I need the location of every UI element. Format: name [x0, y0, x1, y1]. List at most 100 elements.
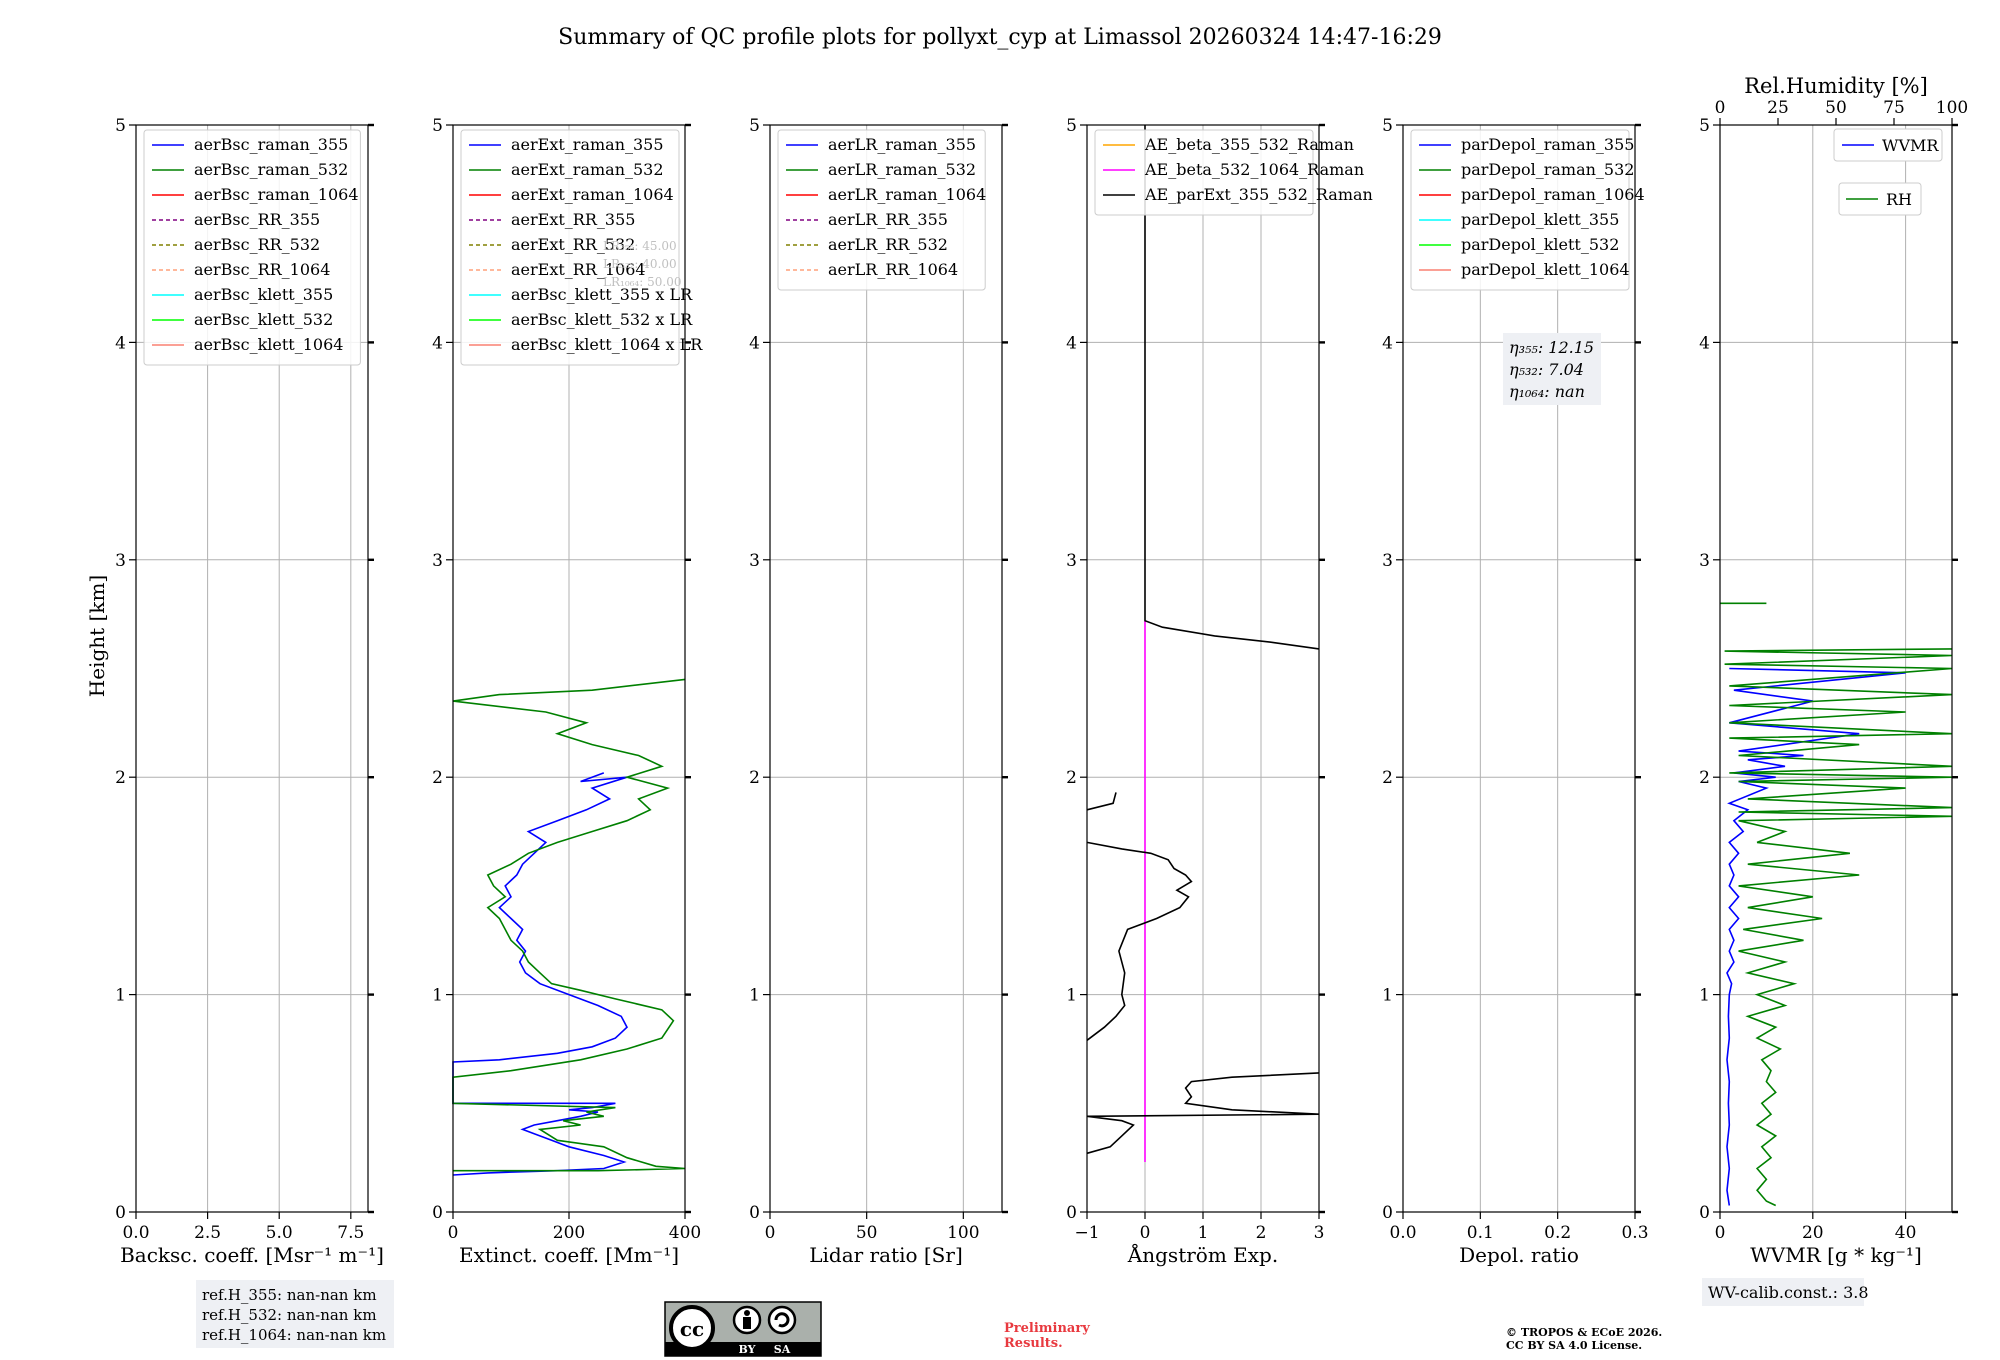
y-tick-label: 4 — [1066, 333, 1077, 353]
copyright-line-2: CC BY SA 4.0 License. — [1506, 1339, 1642, 1352]
x-tick-label: 1 — [1198, 1223, 1209, 1243]
legend-label: aerLR_RR_1064 — [828, 260, 958, 279]
axes-frame — [135, 124, 369, 1213]
lr-note: LR₃₅₅: 45.00 — [603, 239, 677, 253]
lr-note: LR₁₀₆₄: 50.00 — [603, 275, 681, 289]
y-tick-label: 3 — [1382, 551, 1393, 571]
axes-frame — [769, 124, 1003, 1213]
x-tick-label: 0.2 — [1544, 1223, 1571, 1243]
x-tick-label: 0 — [1140, 1223, 1151, 1243]
series-AE_parExt_355_532_Raman_mid — [1086, 792, 1117, 811]
x-axis-label: WVMR [g * kg⁻¹] — [1750, 1243, 1922, 1267]
x-tick-label: 40 — [1895, 1223, 1917, 1243]
legend-label: aerBsc_RR_1064 — [194, 260, 330, 279]
x-tick-label: 20 — [1802, 1223, 1824, 1243]
legend-label: parDepol_raman_532 — [1461, 160, 1634, 179]
top-axis-label: Rel.Humidity [%] — [1744, 74, 1928, 98]
top-x-tick-label: 100 — [1936, 98, 1968, 118]
legend-label-rh: RH — [1886, 190, 1912, 209]
y-tick-label: 5 — [1382, 116, 1393, 136]
refh-line-1064: ref.H_1064: nan-nan km — [202, 1326, 386, 1344]
x-tick-label: 400 — [669, 1223, 701, 1243]
top-x-tick-label: 50 — [1825, 98, 1847, 118]
legend-label: AE_beta_355_532_Raman — [1144, 135, 1354, 154]
x-axis-label: Ångström Exp. — [1127, 1242, 1278, 1267]
wv-calib-box — [1702, 1278, 1864, 1306]
y-tick-label: 3 — [115, 551, 126, 571]
x-tick-label: 0 — [1715, 1223, 1726, 1243]
x-tick-label: 0 — [765, 1223, 776, 1243]
x-tick-label: 100 — [947, 1223, 979, 1243]
legend-label: aerExt_raman_1064 — [511, 185, 674, 204]
preliminary-line-2: Results. — [1004, 1336, 1063, 1351]
legend-label: parDepol_klett_1064 — [1461, 260, 1630, 279]
y-tick-label: 3 — [1699, 551, 1710, 571]
y-tick-label: 1 — [1699, 986, 1710, 1006]
x-tick-label: 0.0 — [1389, 1223, 1416, 1243]
series-AE_parExt_355_532_Raman_low — [1086, 1072, 1320, 1155]
y-tick-label: 4 — [749, 333, 760, 353]
y-tick-label: 5 — [1699, 116, 1710, 136]
legend-label: aerBsc_raman_1064 — [194, 185, 359, 204]
x-tick-label: 0.1 — [1467, 1223, 1494, 1243]
series-RH — [1724, 648, 1953, 1207]
sa-share-icon — [767, 1305, 797, 1335]
legend-label: aerLR_RR_355 — [828, 210, 948, 229]
y-tick-label: 3 — [432, 551, 443, 571]
series-aerExt_raman_355 — [452, 772, 628, 1176]
series-aerExt_raman_532 — [452, 678, 686, 1172]
x-tick-label: 7.5 — [337, 1223, 364, 1243]
y-tick-label: 1 — [1382, 986, 1393, 1006]
copyright-line-1: © TROPOS & ECoE 2026. — [1506, 1326, 1662, 1339]
cc-by-label: BY — [739, 1343, 756, 1356]
y-tick-label: 1 — [1066, 986, 1077, 1006]
y-tick-label: 1 — [115, 986, 126, 1006]
legend-label: aerBsc_raman_355 — [194, 135, 348, 154]
eta-box — [1503, 333, 1601, 405]
legend-label: aerBsc_klett_355 x LR — [511, 285, 693, 304]
x-tick-label: 3 — [1314, 1223, 1325, 1243]
legend-label: aerExt_raman_355 — [511, 135, 664, 154]
refh-box — [196, 1280, 394, 1348]
legend-label: parDepol_raman_1064 — [1461, 185, 1645, 204]
x-tick-label: 0.3 — [1621, 1223, 1648, 1243]
y-tick-label: 0 — [1066, 1203, 1077, 1223]
x-tick-label: 0 — [448, 1223, 459, 1243]
legend-label: AE_parExt_355_532_Raman — [1144, 185, 1373, 204]
series-AE_parExt_355_532_Raman_mid2 — [1086, 841, 1193, 1041]
x-axis-label: Backsc. coeff. [Msr⁻¹ m⁻¹] — [120, 1243, 384, 1267]
legend-box-rh — [1838, 182, 1922, 216]
x-tick-label: 200 — [553, 1223, 585, 1243]
x-axis-label: Depol. ratio — [1459, 1243, 1579, 1267]
cc-license-badge: cc BY SA — [664, 1301, 822, 1357]
y-tick-label: 0 — [1382, 1203, 1393, 1223]
preliminary-line-1: Preliminary — [1004, 1321, 1090, 1336]
y-tick-label: 4 — [115, 333, 126, 353]
x-axis-label: Lidar ratio [Sr] — [809, 1243, 963, 1267]
x-tick-label: 2 — [1256, 1223, 1267, 1243]
legend-label: aerExt_raman_532 — [511, 160, 664, 179]
y-tick-label: 5 — [432, 116, 443, 136]
legend-label: aerLR_raman_1064 — [828, 185, 986, 204]
x-tick-label: 5.0 — [266, 1223, 293, 1243]
legend-label: parDepol_klett_355 — [1461, 210, 1619, 229]
x-tick-label: −1 — [1074, 1223, 1099, 1243]
y-axis-label: Height [km] — [85, 575, 109, 697]
legend-label: aerBsc_klett_355 — [194, 285, 333, 304]
y-tick-label: 0 — [749, 1203, 760, 1223]
y-tick-label: 4 — [1382, 333, 1393, 353]
legend-label: aerExt_RR_355 — [511, 210, 635, 229]
cc-sa-label: SA — [774, 1343, 791, 1356]
legend-box-wvmr — [1833, 128, 1943, 162]
y-tick-label: 2 — [1066, 768, 1077, 788]
y-tick-label: 2 — [1699, 768, 1710, 788]
svg-text:cc: cc — [680, 1317, 704, 1341]
x-tick-label: 0.0 — [122, 1223, 149, 1243]
legend-box — [777, 129, 986, 291]
legend-box — [1094, 129, 1314, 216]
legend-label: aerLR_RR_532 — [828, 235, 948, 254]
